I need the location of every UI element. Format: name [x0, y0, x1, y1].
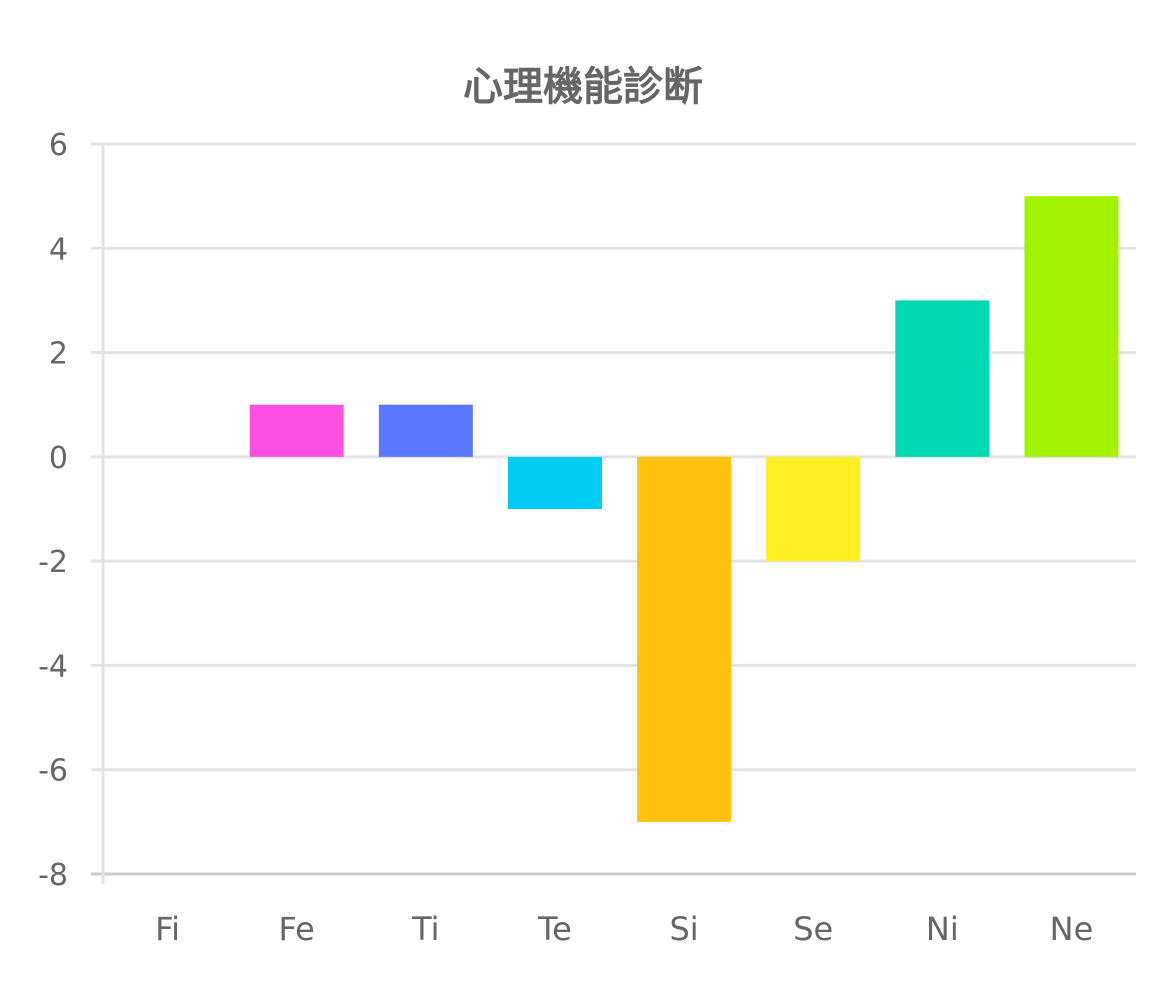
y-tick-label: 6	[49, 128, 68, 163]
y-tick-label: -6	[38, 754, 68, 789]
bars	[249, 196, 1119, 822]
x-tick-label: Ni	[926, 910, 959, 948]
y-tick-label: -4	[38, 649, 68, 684]
bar-si[interactable]	[637, 456, 732, 822]
bar-se[interactable]	[766, 456, 861, 562]
x-tick-label: Te	[537, 910, 572, 948]
bar-ne[interactable]	[1024, 196, 1119, 457]
x-tick-label: Ti	[411, 910, 439, 948]
bar-fe[interactable]	[249, 404, 344, 457]
x-tick-label: Fi	[155, 910, 180, 948]
x-tick-label: Si	[669, 910, 698, 948]
x-tick-label: Ne	[1050, 910, 1094, 948]
gridlines	[91, 142, 1136, 884]
y-tick-label: 0	[49, 441, 68, 476]
x-tick-label: Se	[793, 910, 833, 948]
y-tick-label: 4	[49, 232, 68, 267]
y-tick-label: -8	[38, 858, 68, 893]
x-axis-ticks: Fi Fe Ti Te Si Se Ni Ne	[155, 910, 1093, 948]
bar-te[interactable]	[507, 456, 602, 509]
bar-ti[interactable]	[378, 404, 473, 457]
y-tick-label: 2	[49, 337, 68, 372]
x-tick-label: Fe	[279, 910, 315, 948]
chart-title: 心理機能診断	[463, 64, 703, 110]
y-axis-ticks: 6 4 2 0 -2 -4 -6 -8	[38, 128, 68, 893]
y-tick-label: -2	[38, 545, 68, 580]
bar-ni[interactable]	[895, 300, 990, 457]
